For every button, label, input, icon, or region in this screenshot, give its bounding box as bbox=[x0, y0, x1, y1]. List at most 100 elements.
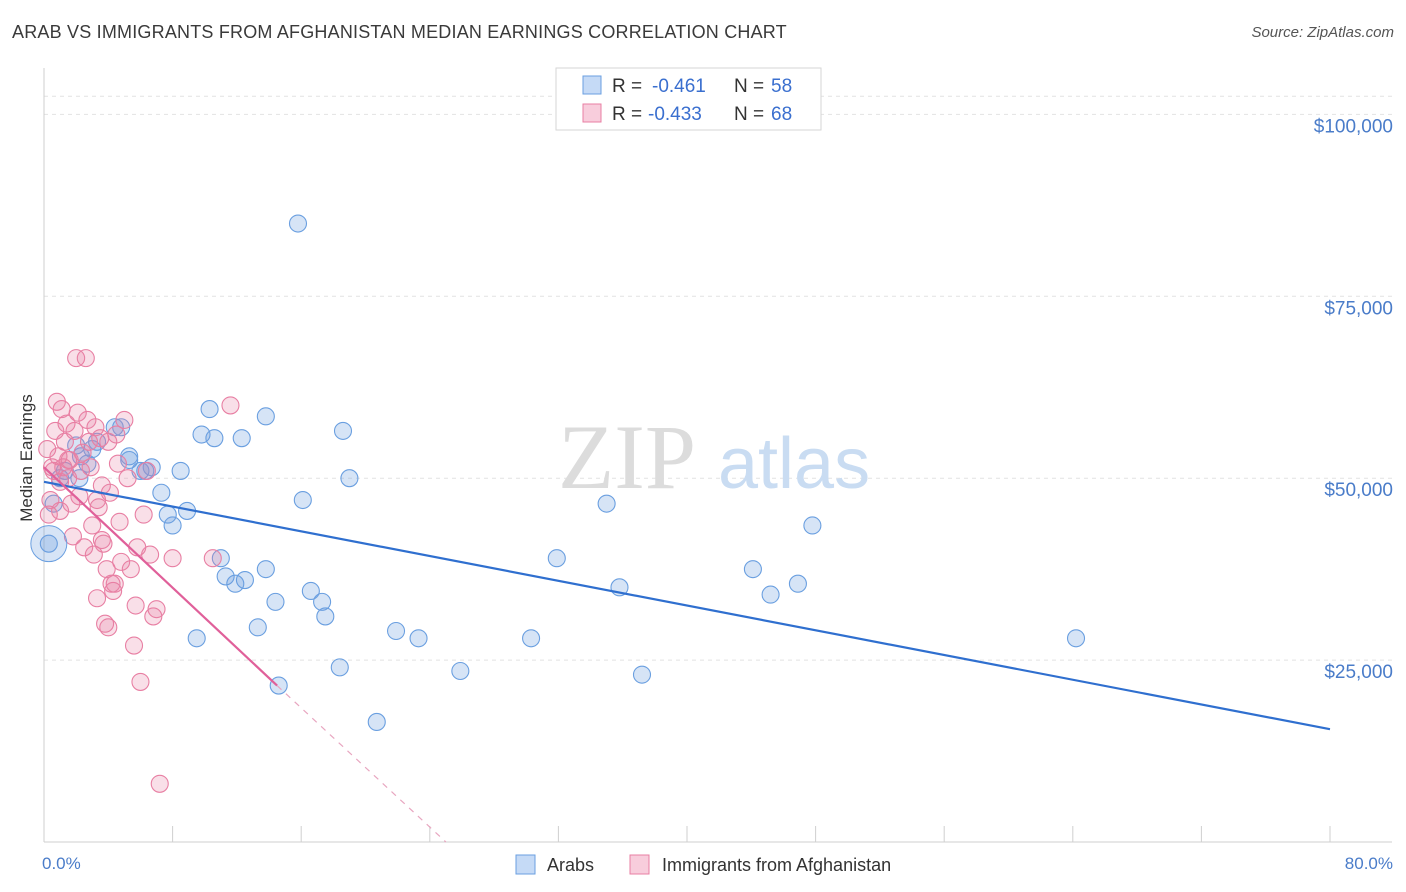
afghanistan-point bbox=[92, 530, 111, 550]
afghanistan-point bbox=[38, 440, 57, 459]
arabs-point bbox=[333, 421, 353, 440]
arabs-point bbox=[313, 592, 332, 611]
x-tick-labels: 0.0% 80.0% bbox=[42, 854, 1393, 873]
afghanistan-point bbox=[131, 672, 150, 691]
x-tick-label-min: 0.0% bbox=[42, 854, 81, 873]
bottom-legend: Arabs Immigrants from Afghanistan bbox=[515, 854, 891, 875]
arabs-point bbox=[597, 494, 616, 513]
legend-n-label-arabs: N = bbox=[734, 76, 764, 97]
arabs-point bbox=[522, 629, 541, 648]
arabs-point bbox=[266, 592, 285, 611]
arabs-point bbox=[256, 560, 275, 579]
bottom-legend-swatch-arabs bbox=[515, 854, 536, 875]
arabs-point bbox=[547, 549, 566, 568]
afghanistan-point bbox=[73, 443, 92, 462]
bottom-legend-label-afghanistan: Immigrants from Afghanistan bbox=[662, 855, 891, 875]
afghanistan-point bbox=[97, 560, 116, 579]
legend-r-value-afghanistan: -0.433 bbox=[648, 104, 702, 125]
arabs-point bbox=[187, 629, 206, 648]
afghanistan-point bbox=[112, 552, 131, 571]
afghanistan-point bbox=[86, 418, 105, 437]
arabs-point bbox=[248, 618, 267, 637]
legend: R = -0.461 N = 58 R = -0.433 N = 68 bbox=[555, 67, 822, 131]
chart-title: ARAB VS IMMIGRANTS FROM AFGHANISTAN MEDI… bbox=[12, 22, 787, 42]
arabs-point bbox=[235, 571, 254, 590]
arabs-point bbox=[386, 621, 406, 641]
arabs-point bbox=[200, 400, 219, 419]
y-tick-label: $75,000 bbox=[1324, 298, 1393, 319]
afghanistan-point bbox=[71, 461, 91, 480]
afghanistan-point bbox=[105, 574, 124, 593]
afghanistan-point bbox=[121, 560, 140, 579]
arabs-point bbox=[409, 629, 428, 648]
afghanistan-point bbox=[67, 349, 86, 368]
afghanistan-point bbox=[150, 774, 169, 793]
afghanistan-point bbox=[108, 454, 127, 473]
afghanistan-point bbox=[221, 396, 240, 415]
afghanistan-point bbox=[68, 403, 87, 422]
legend-n-value-afghanistan: 68 bbox=[771, 104, 792, 125]
afghanistan-point bbox=[126, 596, 145, 615]
legend-r-label-afghanistan: R = bbox=[612, 104, 642, 125]
afghanistan-point bbox=[134, 505, 153, 524]
arabs-point bbox=[803, 516, 822, 535]
arabs-point bbox=[205, 429, 224, 448]
arabs-point bbox=[451, 661, 470, 681]
watermark: ZIP atlas bbox=[558, 406, 870, 508]
afghanistan-point bbox=[99, 618, 118, 637]
legend-n-label-afghanistan: N = bbox=[734, 104, 764, 125]
watermark-zip: ZIP bbox=[558, 406, 696, 508]
afghanistan-point bbox=[124, 636, 144, 655]
data-points bbox=[30, 214, 1086, 793]
y-tick-label: $25,000 bbox=[1324, 662, 1393, 683]
afghanistan-point bbox=[42, 458, 62, 477]
arabs-point bbox=[788, 574, 807, 593]
arabs-point bbox=[269, 676, 288, 695]
arabs-point bbox=[1066, 629, 1086, 648]
legend-n-value-arabs: 58 bbox=[771, 76, 792, 97]
afghanistan-point bbox=[104, 581, 123, 601]
chart-source: Source: ZipAtlas.com bbox=[1251, 24, 1394, 41]
afghanistan-point bbox=[89, 498, 108, 517]
bottom-legend-label-arabs: Arabs bbox=[547, 855, 594, 875]
afghanistan-point bbox=[163, 549, 182, 568]
arabs-point bbox=[232, 429, 251, 448]
arabs-point bbox=[340, 469, 359, 488]
arabs-point bbox=[288, 214, 308, 233]
arabs-point bbox=[216, 567, 235, 586]
arabs-point bbox=[39, 534, 58, 553]
y-tick-label: $50,000 bbox=[1324, 480, 1393, 501]
trend-lines bbox=[43, 466, 1331, 843]
arabs-point bbox=[632, 665, 652, 684]
arabs-point bbox=[301, 581, 320, 601]
afghanistan-point bbox=[141, 545, 160, 564]
arabs-point bbox=[226, 574, 245, 593]
afghanistan-trend-line bbox=[43, 466, 278, 687]
afghanistan-point bbox=[110, 512, 129, 531]
bottom-legend-swatch-afghanistan bbox=[629, 854, 650, 875]
afghanistan-point bbox=[96, 614, 115, 633]
arabs-point bbox=[367, 712, 386, 731]
arabs-point bbox=[152, 483, 171, 502]
afghanistan-point bbox=[99, 432, 118, 451]
arabs-point bbox=[78, 454, 97, 473]
afghanistan-trend-extension bbox=[276, 685, 447, 843]
arabs-point bbox=[316, 607, 335, 626]
arabs-point-large bbox=[30, 525, 68, 563]
afghanistan-point bbox=[118, 469, 137, 488]
legend-swatch-arabs bbox=[582, 75, 602, 95]
arabs-point bbox=[330, 658, 349, 677]
arabs-point bbox=[163, 516, 182, 535]
afghanistan-point bbox=[81, 458, 100, 477]
arabs-point bbox=[293, 490, 312, 510]
afghanistan-point bbox=[137, 461, 156, 480]
legend-r-value-arabs: -0.461 bbox=[652, 76, 706, 97]
arabs-point bbox=[44, 494, 63, 513]
afghanistan-point bbox=[39, 505, 58, 524]
x-tick-label-max: 80.0% bbox=[1345, 854, 1393, 873]
y-tick-labels: $25,000 $50,000 $75,000 $100,000 bbox=[1314, 116, 1393, 683]
afghanistan-point bbox=[76, 349, 95, 368]
arabs-point bbox=[256, 407, 275, 426]
watermark-atlas: atlas bbox=[718, 424, 870, 504]
axes bbox=[43, 68, 1392, 843]
